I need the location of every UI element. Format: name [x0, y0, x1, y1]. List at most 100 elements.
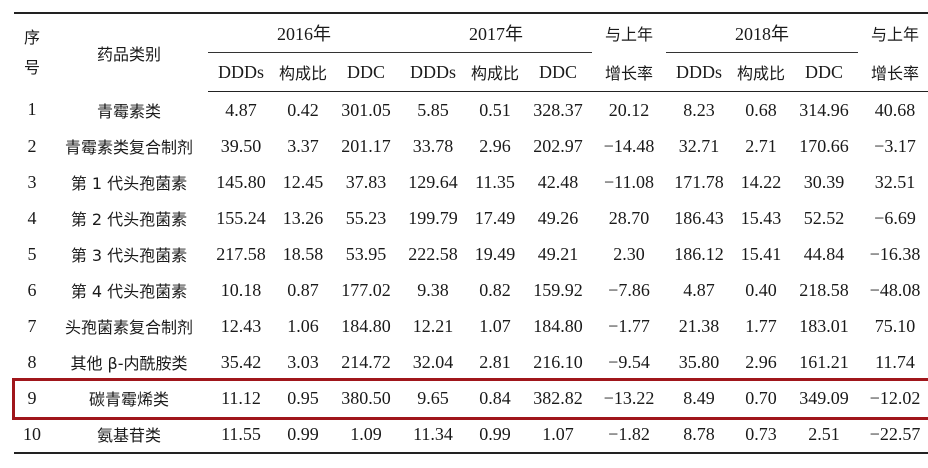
cell-ratio-2018: 0.73 [732, 416, 790, 454]
cell-growth-2018: −12.02 [869, 387, 921, 408]
cell-ddc-2017: 382.82 [533, 387, 583, 408]
cell-ddc-2016: 184.80 [341, 315, 391, 336]
cell-growth-2017: −14.48 [603, 135, 655, 156]
row-number: 5 [27, 243, 37, 264]
row-number: 8 [27, 351, 37, 372]
table-row-highlighted: 9 碳青霉烯类 11.12 0.95 380.50 9.65 0.84 382.… [14, 380, 928, 416]
row-category: 第 4 代头孢菌素 [70, 282, 188, 301]
cell-ddc-2017: 42.48 [537, 171, 579, 192]
antibiotic-usage-table: 序 号 药品类别 2016年 2017年 与上年 2018年 与上年 DDDs … [14, 12, 928, 454]
cell-ddc-2018: 349.09 [799, 387, 849, 408]
cell-ddc-2018: 44.84 [803, 243, 845, 264]
row-number: 3 [27, 171, 37, 192]
header-ddds-2016: DDDs [208, 52, 274, 92]
cell-ddc-2018: 314.96 [799, 99, 849, 120]
table-row: 10 氨基苷类 11.55 0.99 1.09 11.34 0.99 1.07 … [14, 416, 928, 454]
table-row: 4 第 2 代头孢菌素 155.24 13.26 55.23 199.79 17… [14, 200, 928, 236]
cell-ddds-2018: 8.23 [683, 99, 715, 120]
header-year-2016: 2016年 [208, 12, 400, 53]
cell-growth-2018: 40.68 [874, 99, 916, 120]
cell-ratio-2018: 2.71 [745, 135, 777, 156]
cell-growth-2017: 20.12 [608, 99, 650, 120]
header-ddc-2018: DDC [790, 52, 858, 92]
cell-ddc-2016: 55.23 [345, 207, 387, 228]
table-row: 3 第 1 代头孢菌素 145.80 12.45 37.83 129.64 11… [14, 164, 928, 200]
cell-ratio-2016: 0.95 [287, 387, 319, 408]
cell-ddds-2017: 129.64 [408, 171, 458, 192]
cell-ddds-2018: 35.80 [678, 351, 720, 372]
cell-ddds-2016: 217.58 [216, 243, 266, 264]
cell-ddc-2016: 201.17 [341, 135, 391, 156]
cell-ddds-2016: 11.12 [221, 387, 261, 408]
cell-growth-2017: −1.82 [592, 416, 666, 454]
header-ddc-2017: DDC [524, 52, 592, 92]
cell-ddc-2016: 301.05 [341, 99, 391, 120]
cell-ddds-2017: 5.85 [417, 99, 449, 120]
cell-ratio-2016: 0.99 [274, 416, 332, 454]
row-category: 头孢菌素复合制剂 [64, 318, 193, 337]
table-row: 1 青霉素类 4.87 0.42 301.05 5.85 0.51 328.37… [14, 92, 928, 129]
row-category: 第 3 代头孢菌素 [70, 246, 188, 265]
cell-growth-2017: −9.54 [608, 351, 650, 372]
cell-growth-2018: 32.51 [874, 171, 916, 192]
header-year-2018: 2018年 [666, 12, 858, 53]
cell-ratio-2017: 0.99 [466, 416, 524, 454]
table-row: 7 头孢菌素复合制剂 12.43 1.06 184.80 12.21 1.07 … [14, 308, 928, 344]
header-growth-2018-bottom: 增长率 [858, 52, 928, 92]
header-ratio-2016: 构成比 [274, 52, 332, 92]
cell-ddds-2018: 21.38 [678, 315, 720, 336]
cell-ddds-2017: 9.65 [417, 387, 449, 408]
cell-ddds-2016: 10.18 [220, 279, 262, 300]
cell-growth-2017: 28.70 [608, 207, 650, 228]
row-number: 2 [27, 135, 37, 156]
cell-ratio-2016: 18.58 [282, 243, 324, 264]
table-row: 5 第 3 代头孢菌素 217.58 18.58 53.95 222.58 19… [14, 236, 928, 272]
cell-ratio-2016: 1.06 [287, 315, 319, 336]
row-category: 碳青霉烯类 [88, 390, 169, 409]
cell-ddc-2018: 52.52 [803, 207, 845, 228]
cell-ddds-2016: 12.43 [220, 315, 262, 336]
cell-ddc-2017: 328.37 [533, 99, 583, 120]
header-ddc-2016: DDC [332, 52, 400, 92]
cell-ratio-2017: 1.07 [479, 315, 511, 336]
cell-ddc-2018: 218.58 [799, 279, 849, 300]
cell-ddds-2016: 11.55 [208, 416, 274, 454]
cell-ddds-2017: 32.04 [412, 351, 454, 372]
cell-ddc-2017: 159.92 [533, 279, 583, 300]
row-number: 10 [14, 416, 50, 454]
cell-ddds-2017: 33.78 [412, 135, 454, 156]
cell-growth-2018: −6.69 [874, 207, 916, 228]
header-index-bottom: 号 [23, 57, 40, 77]
cell-growth-2018: −48.08 [869, 279, 921, 300]
cell-ratio-2018: 1.77 [745, 315, 777, 336]
cell-growth-2017: −1.77 [608, 315, 650, 336]
cell-ddc-2016: 37.83 [345, 171, 387, 192]
row-number: 6 [27, 279, 37, 300]
cell-growth-2017: −7.86 [608, 279, 650, 300]
cell-ddc-2016: 214.72 [341, 351, 391, 372]
header-ratio-2017: 构成比 [466, 52, 524, 92]
cell-ddc-2017: 49.21 [537, 243, 579, 264]
cell-ddc-2017: 202.97 [533, 135, 583, 156]
cell-ratio-2017: 0.51 [479, 99, 511, 120]
table-row: 2 青霉素类复合制剂 39.50 3.37 201.17 33.78 2.96 … [14, 128, 928, 164]
cell-ddc-2018: 2.51 [790, 416, 858, 454]
cell-ddds-2018: 186.12 [674, 243, 724, 264]
cell-ratio-2018: 0.40 [745, 279, 777, 300]
cell-ddds-2018: 8.78 [666, 416, 732, 454]
row-number: 7 [27, 315, 37, 336]
cell-ratio-2017: 2.96 [479, 135, 511, 156]
header-growth-2018-top: 与上年 [858, 12, 928, 53]
cell-ddds-2016: 39.50 [220, 135, 262, 156]
row-category: 第 1 代头孢菌素 [70, 174, 188, 193]
cell-ratio-2017: 11.35 [475, 171, 515, 192]
cell-ddds-2017: 199.79 [408, 207, 458, 228]
cell-ratio-2016: 3.03 [287, 351, 319, 372]
cell-ddc-2017: 216.10 [533, 351, 583, 372]
row-category: 第 2 代头孢菌素 [70, 210, 188, 229]
cell-ratio-2016: 0.42 [287, 99, 319, 120]
row-number: 9 [27, 387, 37, 408]
cell-ratio-2018: 15.43 [740, 207, 782, 228]
cell-ddc-2017: 184.80 [533, 315, 583, 336]
